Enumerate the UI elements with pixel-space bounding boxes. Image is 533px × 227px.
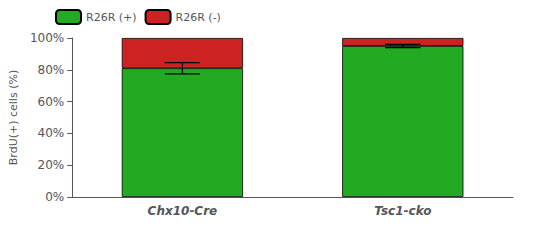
svg-text:Tsc1-cko: Tsc1-cko [374,204,431,218]
svg-text:0%: 0% [45,190,64,204]
svg-text:BrdU(+) cells (%): BrdU(+) cells (%) [7,70,20,165]
svg-text:20%: 20% [38,158,65,172]
svg-text:80%: 80% [38,63,65,77]
svg-text:100%: 100% [30,31,64,45]
svg-text:Chx10-Cre: Chx10-Cre [148,204,218,218]
svg-text:40%: 40% [38,126,65,140]
svg-text:R26R (+): R26R (+) [86,11,137,24]
svg-text:R26R (-): R26R (-) [176,11,221,24]
svg-text:60%: 60% [38,95,65,109]
